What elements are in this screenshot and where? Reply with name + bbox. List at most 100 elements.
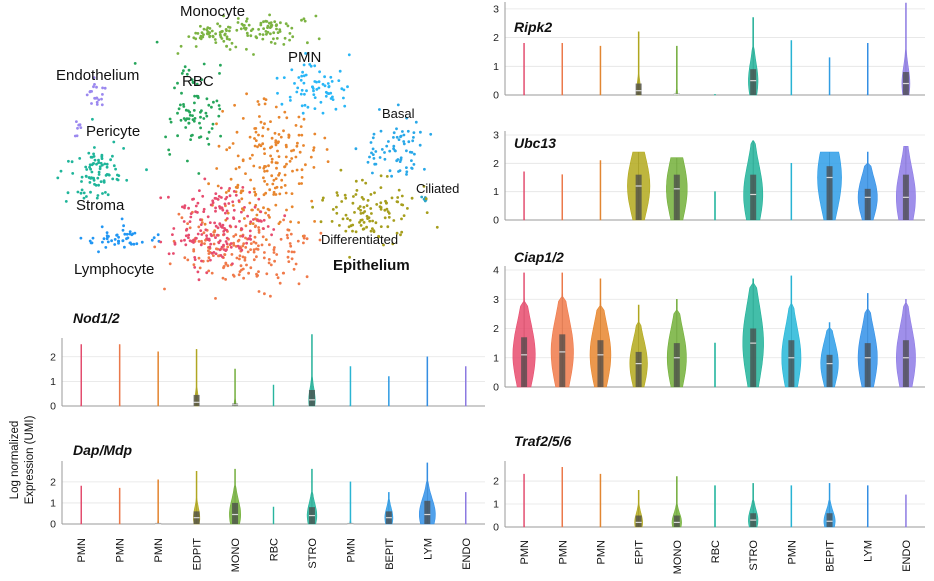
tsne-point	[294, 155, 298, 159]
tsne-point	[84, 175, 88, 178]
tsne-point	[82, 191, 86, 195]
tsne-point	[248, 229, 252, 233]
tsne-point	[296, 239, 300, 243]
tsne-point	[360, 196, 364, 199]
tsne-point	[372, 132, 376, 136]
tsne-point	[359, 224, 363, 227]
tsne-point	[298, 150, 302, 154]
tsne-point	[228, 26, 232, 29]
tsne-point	[246, 214, 250, 218]
tsne-point	[343, 193, 347, 197]
tsne-point	[329, 91, 333, 95]
tsne-point	[133, 62, 137, 65]
tsne-point	[110, 239, 113, 243]
tsne-point	[242, 242, 246, 246]
tsne-point	[390, 196, 394, 200]
tsne-point	[304, 73, 308, 77]
tsne-point	[402, 140, 406, 143]
tsne-point	[368, 219, 372, 223]
tsne-point	[262, 27, 265, 30]
tsne-point	[371, 227, 374, 231]
tsne-point	[337, 79, 341, 82]
tsne-point	[371, 171, 374, 175]
tsne-point	[226, 264, 230, 268]
tsne-point	[405, 170, 409, 174]
tsne-point	[366, 160, 370, 164]
gene-label: Nod1/2	[73, 310, 120, 326]
tsne-point	[102, 180, 106, 184]
tsne-point	[378, 108, 381, 111]
tsne-point	[340, 200, 344, 203]
tsne-point	[215, 247, 218, 251]
tsne-point	[218, 222, 222, 226]
tsne-point	[97, 183, 100, 187]
tsne-point	[207, 256, 211, 260]
tsne-point	[240, 227, 244, 231]
tsne-point	[387, 212, 391, 215]
violin-body	[675, 45, 678, 96]
tsne-point	[182, 103, 185, 106]
tsne-point	[365, 225, 368, 229]
tsne-point	[194, 45, 198, 48]
tsne-point	[299, 92, 303, 96]
tsne-point	[377, 234, 380, 238]
tsne-point	[340, 87, 344, 91]
x-category-label: PMN	[519, 540, 531, 565]
tsne-point	[305, 275, 309, 279]
violin-box	[308, 390, 315, 406]
x-category-label: STRO	[307, 538, 319, 569]
tsne-point	[187, 121, 191, 125]
tsne-point	[318, 238, 322, 242]
tsne-point	[97, 158, 100, 162]
tsne-point	[252, 248, 256, 252]
violin-body	[349, 481, 352, 525]
tsne-point	[103, 162, 107, 166]
tsne-point	[200, 259, 203, 263]
tsne-point	[210, 271, 214, 275]
tsne-point	[251, 222, 255, 226]
tsne-point	[292, 267, 296, 271]
tsne-point	[312, 148, 315, 152]
violin-panel-ripk2: Ripk2 0 1 2 3	[493, 2, 925, 102]
tsne-point	[101, 93, 104, 96]
x-category-label: LYM	[422, 538, 434, 560]
tsne-point	[202, 231, 206, 235]
tsne-point	[302, 81, 306, 85]
x-category-label: ENDO	[901, 540, 913, 572]
tsne-point	[215, 167, 219, 170]
tsne-point	[135, 242, 139, 246]
tsne-point	[285, 208, 288, 212]
y-axis-label-line1: Log normalized	[9, 421, 21, 500]
tsne-point	[194, 204, 198, 208]
x-category-label: STRO	[748, 540, 760, 571]
tsne-point	[248, 157, 252, 160]
tsne-point	[273, 131, 277, 135]
tsne-point	[351, 223, 355, 227]
tsne-point	[296, 141, 299, 145]
tsne-point	[104, 174, 108, 177]
tsne-point	[297, 182, 301, 186]
tsne-point	[399, 158, 403, 162]
tsne-point	[312, 146, 316, 150]
tsne-point	[312, 89, 315, 93]
tsne-point	[212, 233, 216, 237]
tsne-point	[107, 173, 111, 177]
tsne-point	[167, 148, 171, 152]
violin-box	[826, 513, 833, 527]
tsne-point	[254, 130, 258, 134]
tsne-point	[196, 270, 200, 274]
tsne-point	[290, 205, 294, 209]
tsne-point	[370, 151, 373, 155]
tsne-point	[253, 190, 257, 194]
tsne-point	[210, 105, 213, 109]
tsne-point	[372, 157, 376, 160]
tsne-point	[262, 206, 265, 210]
tsne-point	[187, 236, 190, 240]
violin-body	[714, 191, 716, 221]
tsne-point	[92, 85, 95, 89]
tsne-point	[117, 239, 120, 243]
tsne-point	[395, 127, 398, 131]
tsne-point	[258, 143, 261, 147]
tsne-point	[207, 130, 211, 134]
tsne-point	[218, 31, 222, 34]
